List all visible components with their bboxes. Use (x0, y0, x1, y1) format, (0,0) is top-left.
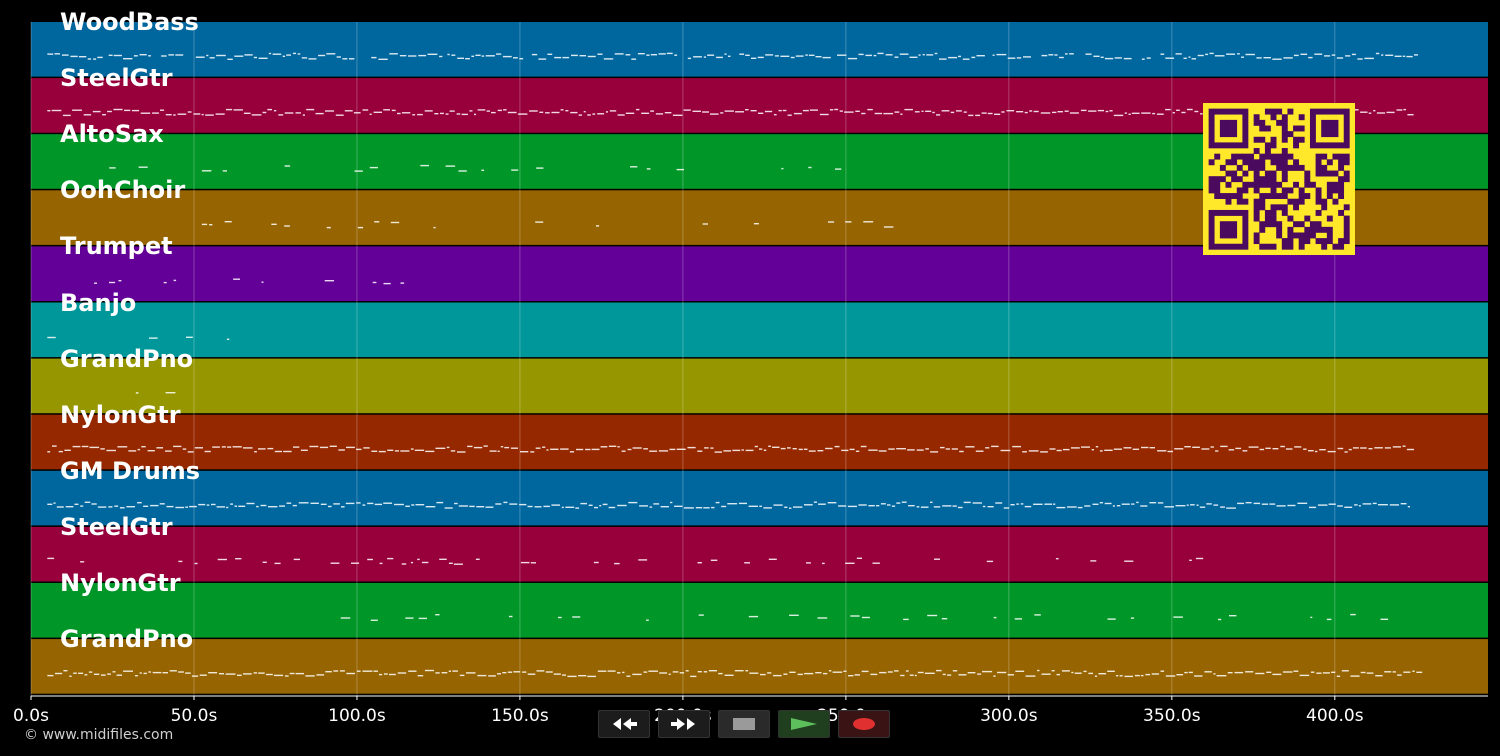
note-events (47, 445, 1414, 453)
track-label: NylonGtr (60, 569, 181, 597)
track-label: AltoSax (60, 120, 164, 149)
note-events (47, 501, 1410, 509)
fast-forward-icon (671, 718, 695, 730)
track-label: NylonGtr (60, 400, 181, 429)
track-label: Trumpet (60, 232, 173, 261)
play-icon (791, 718, 817, 730)
track-label: WoodBass (60, 8, 199, 36)
tick-label: 50.0s (170, 706, 218, 726)
note-events (47, 52, 1418, 60)
note-events (47, 336, 230, 340)
track-label: OohChoir (60, 176, 186, 205)
note-events (94, 278, 405, 285)
track-label: GM Drums (60, 456, 201, 485)
tick-label: 0.0s (13, 706, 49, 726)
record-button[interactable] (838, 710, 890, 738)
track-lane (31, 358, 1488, 414)
track-lane (31, 639, 1488, 694)
tick-label: 100.0s (328, 706, 386, 726)
note-events (201, 221, 894, 229)
copyright-text: © www.midifiles.com (24, 727, 174, 743)
fast-forward-button[interactable] (658, 710, 710, 738)
tick-label: 350.0s (1143, 706, 1201, 726)
note-events (340, 613, 1389, 621)
track-lane (31, 470, 1488, 526)
play-button[interactable] (778, 710, 830, 738)
track-label: SteelGtr (60, 512, 173, 541)
track-label: GrandPno (60, 625, 194, 654)
note-events (47, 557, 1204, 565)
stop-button[interactable] (718, 710, 770, 738)
note-events (109, 164, 842, 172)
note-events (135, 392, 176, 394)
tick-label: 300.0s (980, 706, 1038, 726)
rewind-button[interactable] (598, 710, 650, 738)
track-lane (31, 526, 1488, 582)
transport-controls (598, 710, 898, 740)
note-events (47, 669, 1423, 678)
rewind-icon (613, 718, 637, 730)
track-lane (31, 246, 1488, 301)
track-label: Banjo (60, 288, 137, 317)
tick-label: 400.0s (1306, 706, 1364, 726)
track-lane (31, 414, 1488, 470)
record-icon (853, 718, 875, 730)
track-label: SteelGtr (60, 64, 173, 93)
track-lane (31, 583, 1488, 638)
qr-code-icon (1203, 103, 1355, 255)
track-lane (31, 302, 1488, 358)
track-lane (31, 22, 1488, 77)
track-label: GrandPno (60, 344, 194, 373)
stop-icon (733, 718, 755, 730)
tick-label: 150.0s (491, 706, 549, 726)
